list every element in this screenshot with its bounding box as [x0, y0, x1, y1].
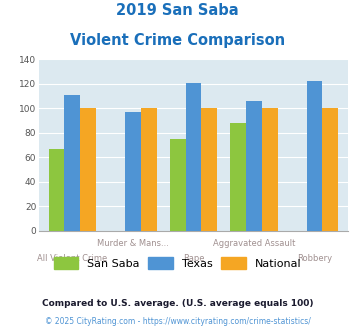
Bar — [201, 109, 217, 231]
Text: Compared to U.S. average. (U.S. average equals 100): Compared to U.S. average. (U.S. average … — [42, 299, 313, 308]
Text: 2019 San Saba: 2019 San Saba — [116, 3, 239, 18]
Bar — [262, 109, 278, 231]
Bar — [65, 95, 80, 231]
Legend: San Saba, Texas, National: San Saba, Texas, National — [49, 253, 306, 273]
Bar — [170, 139, 186, 231]
Text: Rape: Rape — [183, 254, 204, 263]
Text: Murder & Mans...: Murder & Mans... — [97, 239, 169, 248]
Bar — [322, 109, 338, 231]
Text: All Violent Crime: All Violent Crime — [37, 254, 108, 263]
Text: © 2025 CityRating.com - https://www.cityrating.com/crime-statistics/: © 2025 CityRating.com - https://www.city… — [45, 317, 310, 326]
Bar — [230, 123, 246, 231]
Bar — [141, 109, 157, 231]
Bar — [186, 83, 201, 231]
Bar — [246, 101, 262, 231]
Bar — [80, 109, 96, 231]
Text: Violent Crime Comparison: Violent Crime Comparison — [70, 33, 285, 48]
Text: Robbery: Robbery — [297, 254, 332, 263]
Bar — [125, 112, 141, 231]
Bar — [307, 82, 322, 231]
Text: Aggravated Assault: Aggravated Assault — [213, 239, 295, 248]
Bar — [49, 149, 65, 231]
